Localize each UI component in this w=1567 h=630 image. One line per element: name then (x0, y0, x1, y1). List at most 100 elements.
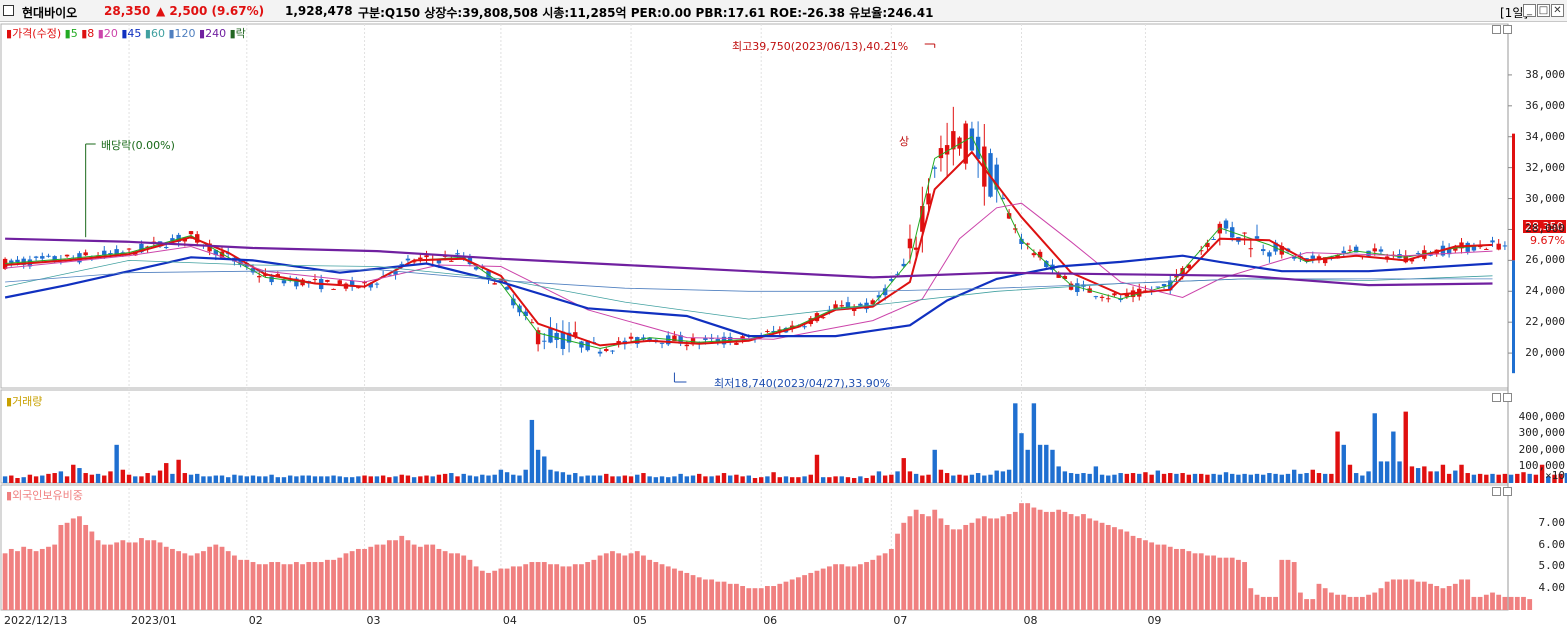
foreign-bar (70, 518, 76, 610)
candle-body (535, 330, 541, 345)
candle-body (573, 332, 578, 337)
foreign-bar (1167, 546, 1173, 610)
candle-body (839, 305, 844, 307)
volume-bar (1484, 474, 1489, 483)
candle-body (907, 238, 913, 249)
foreign-bar (1093, 520, 1099, 610)
candle-body (399, 263, 404, 265)
volume-bar (102, 475, 107, 483)
x-tick-label: 03 (366, 614, 381, 627)
volume-bar (864, 478, 869, 483)
foreign-bar (895, 533, 900, 610)
candle-body (337, 280, 342, 284)
candle-body (1471, 246, 1477, 251)
foreign-bar (1236, 559, 1241, 610)
volume-bar (1366, 471, 1371, 483)
volume-bar (1378, 461, 1384, 483)
foreign-bar (517, 566, 522, 610)
panel-volume-minimize-button[interactable] (1492, 393, 1501, 402)
foreign-bar (405, 540, 411, 610)
foreign-bar (424, 544, 429, 610)
volume-bar (164, 463, 169, 483)
foreign-bar (1087, 518, 1093, 610)
candle-body (1347, 249, 1353, 251)
candle-body (455, 253, 460, 255)
foreign-bar (1316, 583, 1322, 610)
foreign-bar (1217, 557, 1223, 610)
panel-volume-close-button[interactable] (1503, 393, 1512, 402)
foreign-bar (108, 544, 113, 610)
foreign-bar (1149, 542, 1155, 610)
panel-foreign-close-button[interactable] (1503, 487, 1512, 496)
foreign-bar (1310, 599, 1316, 610)
foreign-bar (77, 516, 82, 610)
candle-body (164, 247, 169, 249)
panel-price-minimize-button[interactable] (1492, 25, 1501, 34)
volume-bar (436, 474, 442, 483)
foreign-bar (1105, 524, 1111, 610)
volume-bar (1515, 473, 1520, 483)
volume-bar (250, 475, 256, 483)
foreign-bar (678, 570, 684, 610)
volume-bar (1446, 473, 1452, 483)
candle-body (1056, 274, 1061, 278)
candle-body (405, 258, 411, 261)
foreign-bar (1434, 586, 1440, 610)
volume-bar (628, 476, 634, 483)
volume-bar (1130, 473, 1136, 483)
volume-panel-frame (0, 389, 1509, 484)
sang-marker: 상 (899, 135, 910, 148)
foreign-bar (554, 564, 560, 610)
volume-bar (882, 475, 888, 483)
maximize-button[interactable]: □ (1537, 4, 1550, 17)
foreign-bar (213, 544, 219, 610)
volume-bar (1230, 473, 1235, 483)
candle-body (765, 331, 770, 333)
foreign-bar (473, 566, 479, 610)
foreign-bar (857, 564, 863, 610)
candle-body (473, 267, 479, 270)
volume-bar (802, 476, 807, 483)
select-checkbox[interactable] (3, 5, 14, 16)
minimize-button[interactable]: _ (1523, 4, 1536, 17)
period-label[interactable]: [1일] (1500, 6, 1529, 20)
candle-body (1366, 250, 1371, 256)
volume-bar (244, 476, 250, 483)
foreign-bar (1390, 579, 1396, 610)
candle-body (374, 283, 380, 285)
candle-body (170, 238, 175, 241)
foreign-bar (1081, 514, 1086, 610)
volume-bar (591, 475, 597, 483)
x-tick-label: 08 (1023, 614, 1038, 627)
foreign-bar (33, 551, 39, 610)
volume-bar (424, 475, 429, 483)
volume-bar (1019, 433, 1024, 483)
panel-foreign-minimize-button[interactable] (1492, 487, 1501, 496)
candle-body (659, 342, 665, 344)
volume-bar (201, 476, 206, 483)
volume-bar (294, 476, 299, 483)
candle-body (734, 342, 739, 345)
volume-bar (157, 470, 163, 483)
foreign-bar (1050, 511, 1055, 610)
foreign-bar (1465, 579, 1471, 610)
volume-bar (356, 476, 361, 483)
foreign-bar (641, 555, 646, 610)
candle-body (1019, 238, 1024, 244)
foreign-bar (1328, 592, 1334, 610)
foreign-bar (1062, 511, 1068, 610)
foreign-bar (8, 548, 14, 610)
candle-body (1124, 293, 1130, 297)
legend-foreign: 외국인보유비중 (12, 489, 83, 502)
legend-ma5: 5 (70, 27, 78, 40)
volume-bar (963, 475, 968, 483)
legend-ma20: 20 (103, 27, 118, 40)
foreign-bar (1483, 594, 1489, 610)
foreign-bar (597, 555, 603, 610)
panel-price-close-button[interactable] (1503, 25, 1512, 34)
foreign-bar (132, 542, 138, 610)
volume-bar (721, 473, 727, 483)
close-button[interactable]: ✕ (1551, 4, 1564, 17)
foreign-bar (659, 564, 665, 610)
volume-bar (1372, 413, 1377, 483)
